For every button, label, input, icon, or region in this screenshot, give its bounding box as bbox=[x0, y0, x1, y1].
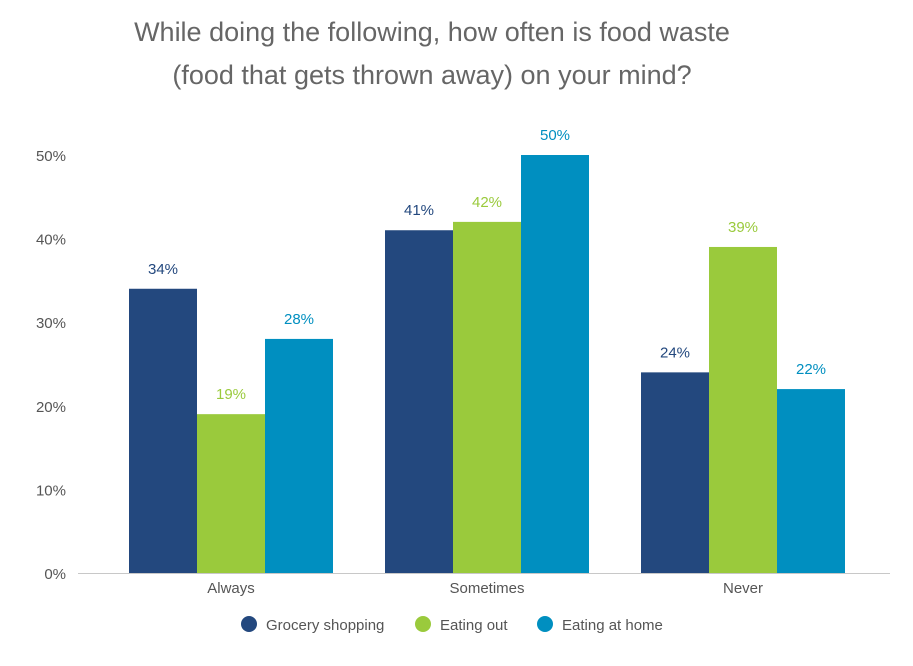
y-tick-label: 0% bbox=[44, 566, 66, 583]
legend-item: Eating at home bbox=[537, 616, 663, 634]
data-label: 24% bbox=[660, 344, 690, 361]
legend-item: Grocery shopping bbox=[241, 616, 384, 634]
y-tick-label: 20% bbox=[36, 399, 66, 416]
legend-marker bbox=[241, 616, 257, 632]
bar bbox=[777, 389, 845, 573]
data-label: 39% bbox=[728, 219, 758, 236]
x-tick-label: Sometimes bbox=[449, 580, 524, 597]
data-label: 28% bbox=[284, 311, 314, 328]
legend-item: Eating out bbox=[415, 616, 508, 634]
legend-label: Grocery shopping bbox=[266, 617, 384, 634]
bar bbox=[197, 414, 265, 573]
bar bbox=[709, 246, 777, 573]
chart-title-line-1: While doing the following, how often is … bbox=[134, 17, 730, 47]
data-label: 50% bbox=[540, 127, 570, 144]
legend-marker bbox=[415, 616, 431, 632]
data-label: 34% bbox=[148, 261, 178, 278]
legend-label: Eating at home bbox=[562, 617, 663, 634]
y-tick-label: 50% bbox=[36, 148, 66, 165]
legend-label: Eating out bbox=[440, 617, 508, 634]
chart-title-line-2: (food that gets thrown away) on your min… bbox=[172, 60, 691, 90]
y-tick-label: 40% bbox=[36, 232, 66, 249]
bar bbox=[521, 155, 589, 573]
legend-marker bbox=[537, 616, 553, 632]
data-label: 42% bbox=[472, 194, 502, 211]
data-label: 19% bbox=[216, 386, 246, 403]
bar bbox=[385, 230, 453, 574]
y-tick-label: 10% bbox=[36, 482, 66, 499]
data-label: 41% bbox=[404, 202, 434, 219]
data-label: 22% bbox=[796, 361, 826, 378]
bar bbox=[453, 221, 521, 573]
x-tick-label: Always bbox=[207, 580, 255, 597]
y-tick-label: 30% bbox=[36, 315, 66, 332]
bar bbox=[265, 338, 333, 573]
bar bbox=[129, 288, 197, 573]
bar bbox=[641, 372, 709, 573]
x-tick-label: Never bbox=[723, 580, 763, 597]
